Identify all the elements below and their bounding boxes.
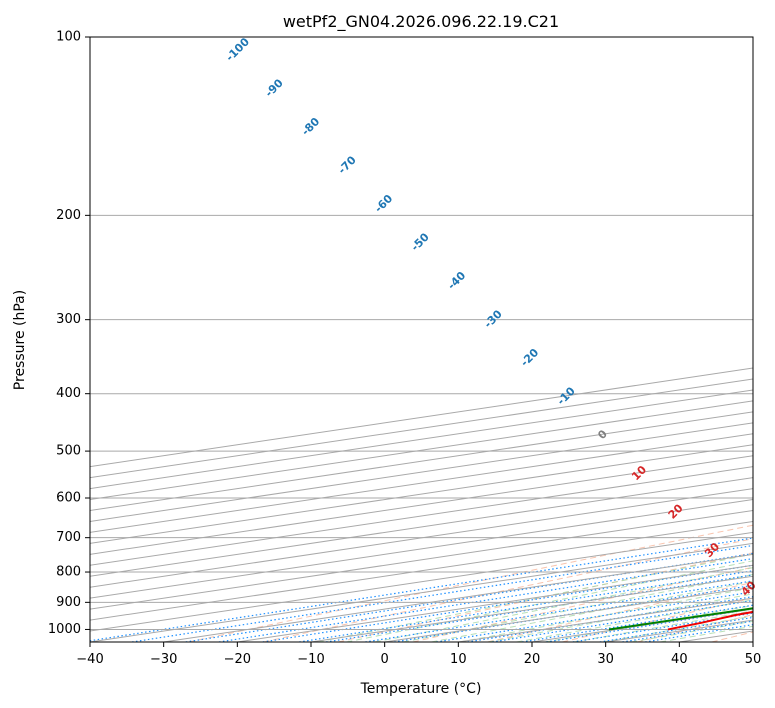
y-tick-label: 400: [56, 386, 81, 401]
y-tick-label: 800: [56, 565, 81, 580]
mixing-ratio-line: [218, 557, 753, 642]
isotherm-line: [90, 455, 753, 555]
moist-adiabat: [346, 560, 753, 642]
y-tick-label: 1000: [48, 622, 81, 637]
isotherm-line: [90, 509, 753, 610]
dry-adiabat: [412, 566, 753, 642]
isotherm-line: [90, 444, 753, 544]
isotherm-line: [90, 488, 753, 588]
isotherm-line: [90, 499, 753, 599]
x-tick-label: 0: [381, 652, 389, 667]
x-tick-label: 50: [745, 652, 762, 667]
moist-adiabat: [374, 567, 753, 642]
moist-adiabat: [516, 599, 753, 642]
dry-adiabat: [263, 538, 753, 642]
y-tick-label: 600: [56, 491, 81, 506]
isotherm-line: [90, 531, 753, 632]
x-tick-label: 10: [450, 652, 467, 667]
isotherm-line: [90, 466, 753, 566]
mixing-ratio-line: [90, 537, 753, 642]
x-tick-label: 20: [524, 652, 541, 667]
mixing-ratio-line: [299, 570, 753, 642]
x-tick-label: −40: [76, 652, 103, 667]
x-axis: −40 −30 −20 −10 0 10 20 30 40 50: [76, 642, 761, 667]
isotherm-line: [90, 520, 753, 621]
x-tick-label: −20: [224, 652, 251, 667]
y-tick-label: 300: [56, 312, 81, 327]
chart-title: wetPf2_GN04.2026.096.22.19.C21: [283, 12, 559, 32]
dry-adiabat: [487, 581, 753, 642]
x-tick-label: 40: [671, 652, 688, 667]
isotherm-line: [90, 477, 753, 577]
y-tick-label: 200: [56, 208, 81, 223]
y-axis: 100 200 300 400 500 600 700 800 900 1000: [48, 30, 90, 637]
x-tick-label: −10: [297, 652, 324, 667]
x-tick-label: 30: [597, 652, 614, 667]
gridlines: [90, 37, 753, 642]
y-tick-label: 500: [56, 444, 81, 459]
x-tick-label: −30: [150, 652, 177, 667]
plot-area: [90, 37, 753, 642]
moist-adiabat: [431, 580, 753, 642]
y-tick-label: 100: [56, 30, 81, 45]
mixing-ratio-line: [325, 574, 753, 642]
y-axis-label: Pressure (hPa): [12, 290, 28, 390]
y-tick-label: 900: [56, 595, 81, 610]
y-tick-label: 700: [56, 530, 81, 545]
mixing-ratio-line: [365, 580, 753, 642]
dry-adiabat: [188, 524, 753, 642]
plot-frame: [89, 36, 754, 643]
x-axis-label: Temperature (°C): [360, 681, 482, 697]
moist-adiabat: [459, 587, 753, 642]
